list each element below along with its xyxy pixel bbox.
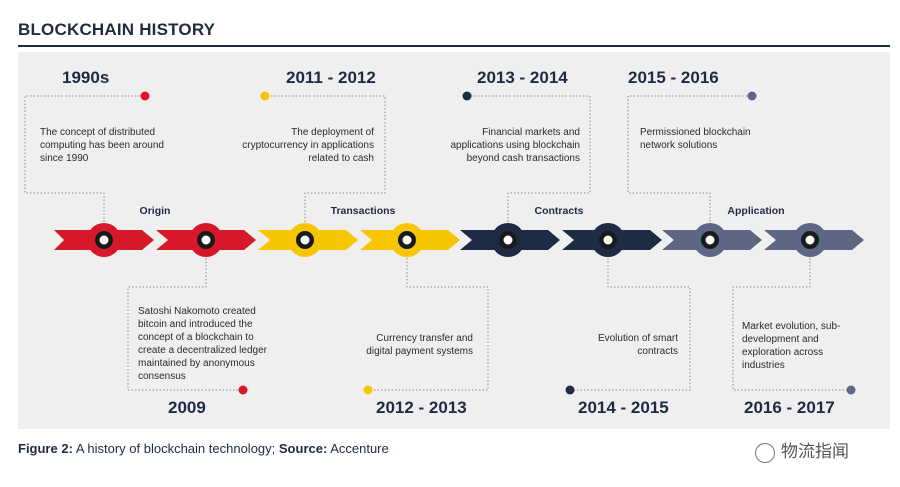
desc-2013-2014: Financial markets and applications using… (450, 127, 580, 164)
desc-2012-2013: Currency transfer and digital payment sy… (366, 333, 473, 357)
figure-caption: Figure 2: A history of blockchain techno… (18, 441, 389, 456)
watermark-text: 物流指闻 (781, 442, 849, 461)
year-2009: 2009 (168, 398, 206, 417)
top-connector-4 (627, 95, 752, 222)
node-center-4 (402, 235, 412, 245)
desc-2014-2015: Evolution of smart contracts (597, 333, 678, 357)
bottom-connector-2 (368, 258, 489, 391)
node-center-3 (300, 235, 310, 245)
caption-label: Figure 2: (18, 441, 73, 456)
node-center-6 (603, 235, 613, 245)
year-2015-2016: 2015 - 2016 (628, 68, 719, 87)
node-center-2 (201, 235, 211, 245)
phase-contracts: Contracts (534, 205, 584, 217)
node-center-5 (503, 235, 513, 245)
watermark: 物流指闻 (755, 437, 849, 463)
bottom-marker-dot-2 (363, 385, 373, 395)
desc-1990s: The concept of distributed computing has… (40, 127, 164, 164)
desc-2009: Satoshi Nakomoto created bitcoin and int… (138, 306, 267, 382)
year-2013-2014: 2013 - 2014 (477, 68, 568, 87)
caption-source: Accenture (330, 441, 389, 456)
node-center-1 (99, 235, 109, 245)
bottom-marker-dot-4 (846, 385, 856, 395)
desc-2011-2012: The deployment of cryptocurrency in appl… (242, 127, 374, 164)
node-center-7 (705, 235, 715, 245)
top-connector-3 (467, 95, 591, 222)
year-2012-2013: 2012 - 2013 (376, 398, 467, 417)
phase-origin: Origin (139, 205, 171, 217)
phase-application: Application (727, 205, 785, 217)
desc-2015-2016: Permissioned blockchain network solution… (640, 127, 751, 151)
top-marker-dot-1 (140, 91, 150, 101)
year-1990s: 1990s (62, 68, 110, 87)
title-rule (18, 45, 890, 47)
year-2014-2015: 2014 - 2015 (578, 398, 669, 417)
wechat-icon (755, 442, 775, 463)
year-2011-2012: 2011 - 2012 (286, 68, 376, 87)
diagram-title: BLOCKCHAIN HISTORY (18, 20, 216, 39)
node-center-8 (805, 235, 815, 245)
top-marker-dot-2 (260, 91, 270, 101)
year-2016-2017: 2016 - 2017 (744, 398, 835, 417)
phase-transactions: Transactions (330, 205, 396, 217)
bottom-connector-4 (732, 258, 851, 391)
bottom-connector-3 (570, 258, 691, 391)
caption-text: A history of blockchain technology; (75, 441, 276, 456)
bottom-marker-dot-1 (238, 385, 248, 395)
top-connector-2 (265, 95, 386, 222)
caption-source-label: Source: (278, 441, 328, 456)
top-marker-dot-4 (747, 91, 757, 101)
desc-2016-2017: Market evolution, sub-development and ex… (742, 321, 841, 371)
top-connector-1 (24, 95, 145, 222)
top-marker-dot-3 (462, 91, 472, 101)
bottom-marker-dot-3 (565, 385, 575, 395)
